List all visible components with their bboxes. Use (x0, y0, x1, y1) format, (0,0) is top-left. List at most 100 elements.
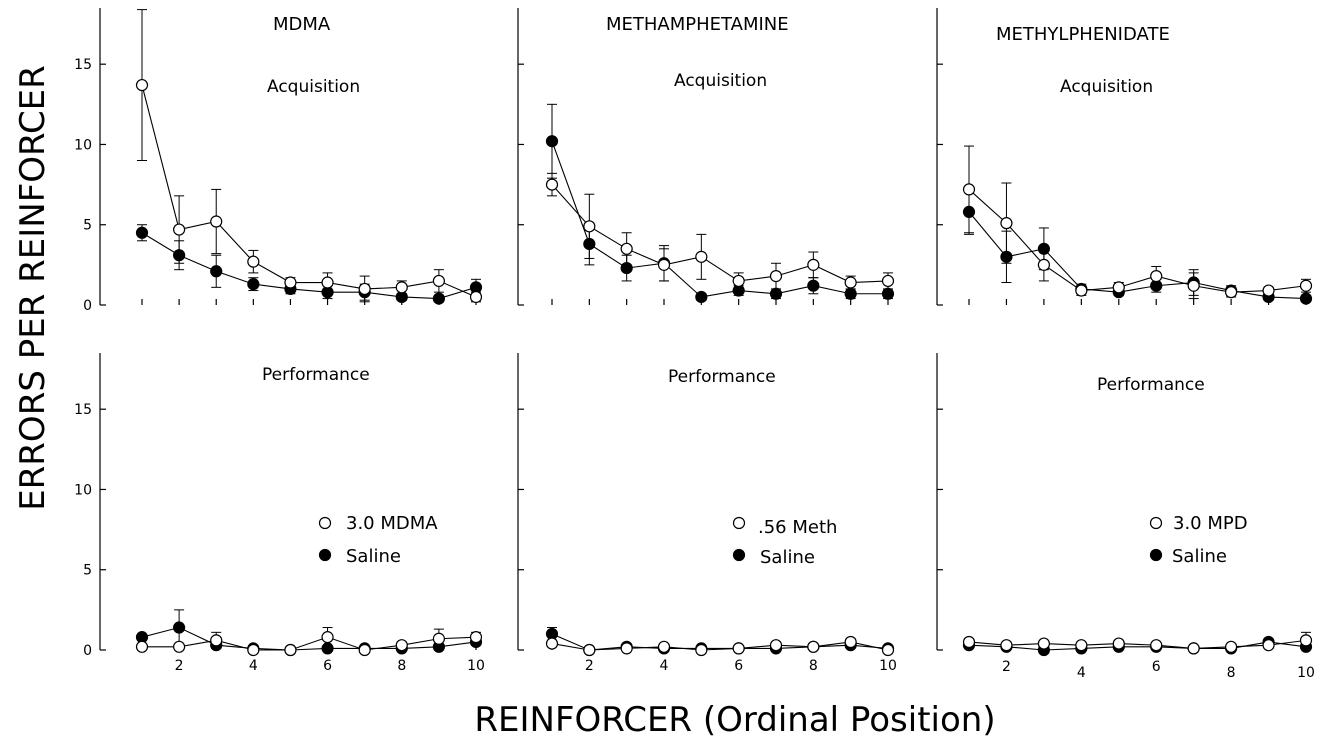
data-point-saline (695, 290, 708, 304)
x-tick-label: 6 (734, 658, 743, 674)
data-point-drug (545, 637, 559, 650)
data-point-drug (620, 642, 633, 655)
x-tick-label: 6 (1152, 659, 1161, 675)
data-point-drug (657, 640, 671, 653)
legend-mdma: 3.0 MDMA Saline (318, 513, 438, 567)
y-tick-label: 10 (74, 137, 92, 153)
series-line-drug (968, 639, 1307, 649)
data-point-drug (247, 255, 260, 268)
legend-meth: .56 Meth Saline (732, 516, 837, 568)
series-line-drug (551, 641, 889, 651)
panel-methylphenidate-acquisition (936, 8, 1313, 306)
x-tick-label: 8 (1227, 665, 1236, 681)
data-point-drug (1299, 279, 1313, 292)
data-point-saline (881, 287, 895, 300)
data-point-drug (769, 639, 783, 652)
legend-open-label: 3.0 MDMA (346, 513, 438, 534)
data-point-drug (395, 639, 408, 652)
legend-mpd: 3.0 MPD Saline (1149, 513, 1248, 567)
legend-filled-marker (1149, 548, 1163, 562)
data-point-saline (247, 278, 260, 291)
data-point-drug (1000, 639, 1013, 652)
legend-filled-marker (318, 548, 332, 562)
data-point-drug (1262, 639, 1275, 652)
data-point-drug (657, 258, 671, 271)
data-point-drug (247, 643, 260, 657)
y-tick-label: 5 (83, 563, 92, 579)
x-tick-label: 4 (660, 658, 669, 674)
data-point-drug (962, 183, 976, 196)
y-tick-label: 5 (83, 218, 92, 234)
x-tick-label: 6 (323, 658, 332, 674)
y-tick-label: 15 (74, 402, 92, 418)
data-point-drug (395, 281, 408, 294)
panel-mdma-performance: 0 5 10 15 2 4 6 8 10 (74, 353, 485, 674)
series-line-drug (142, 636, 477, 651)
legend-open-marker (732, 516, 746, 530)
x-tick-label: 2 (585, 658, 594, 674)
panel-methamphetamine-performance: 2 4 6 8 10 (517, 353, 897, 674)
x-tick-label: 8 (809, 658, 818, 674)
data-point-drug (620, 242, 633, 255)
x-tick-label: 2 (175, 658, 184, 674)
data-point-drug (732, 642, 745, 655)
data-point-drug (844, 635, 857, 649)
data-point-drug (1225, 286, 1238, 299)
data-point-drug (173, 640, 186, 653)
series-line-saline (551, 633, 889, 651)
data-point-drug (962, 635, 976, 649)
data-point-drug (358, 643, 371, 657)
data-point-saline (1299, 292, 1313, 305)
x-tick-label: 2 (1002, 659, 1011, 675)
data-point-saline (807, 279, 820, 292)
x-axis-label: REINFORCER (Ordinal Position) (474, 700, 995, 740)
data-point-drug (1075, 639, 1088, 652)
data-point-drug (284, 276, 297, 289)
data-point-drug (1000, 217, 1013, 230)
data-point-drug (1075, 284, 1088, 297)
data-point-drug (583, 643, 596, 657)
data-point-drug (695, 250, 708, 263)
data-point-drug (807, 640, 820, 653)
data-point-drug (844, 276, 857, 289)
series-line-drug (141, 84, 477, 298)
data-point-drug (1262, 284, 1275, 297)
data-point-drug (432, 632, 445, 645)
data-point-drug (583, 220, 596, 233)
phase-label-acquisition-meth: Acquisition (674, 71, 767, 91)
data-point-drug (135, 78, 149, 92)
x-tick-label: 10 (879, 658, 897, 674)
data-point-drug (284, 643, 297, 657)
data-point-drug (1037, 258, 1050, 271)
phase-label-performance-meth: Performance (668, 367, 776, 387)
series-line-saline (968, 211, 1307, 300)
data-point-saline (769, 287, 783, 300)
plot-panels: 0 5 10 15 0 5 10 15 2 4 6 8 10 2 4 6 8 10 2 4 6 8 10 (74, 8, 1315, 681)
data-point-drug (732, 274, 745, 288)
legend-filled-label: Saline (760, 547, 815, 568)
data-point-drug (545, 178, 559, 191)
legend-open-marker (1149, 516, 1163, 530)
data-point-drug (881, 643, 895, 657)
series-line-drug (551, 184, 889, 284)
legend-filled-marker (732, 548, 746, 562)
data-point-saline (432, 292, 445, 305)
column-title-methamphetamine: METHAMPHETAMINE (606, 14, 789, 35)
legend-filled-label: Saline (1172, 546, 1227, 567)
y-tick-label: 0 (83, 298, 92, 314)
y-tick-label: 10 (74, 482, 92, 498)
series-line-saline (968, 641, 1307, 651)
x-tick-label: 4 (1077, 665, 1086, 681)
legend-open-marker (318, 516, 332, 530)
panel-methylphenidate-performance: 2 4 6 8 10 (936, 353, 1315, 681)
data-point-drug (210, 634, 223, 647)
data-point-drug (173, 223, 186, 236)
legend-open-label: 3.0 MPD (1173, 513, 1248, 534)
data-point-drug (135, 640, 149, 653)
data-point-saline (210, 265, 223, 278)
y-axis-label: ERRORS PER REINFORCER (13, 65, 53, 511)
panel-methamphetamine-acquisition (517, 8, 895, 306)
phase-label-performance-mdma: Performance (262, 365, 370, 385)
y-tick-label: 0 (83, 643, 92, 659)
